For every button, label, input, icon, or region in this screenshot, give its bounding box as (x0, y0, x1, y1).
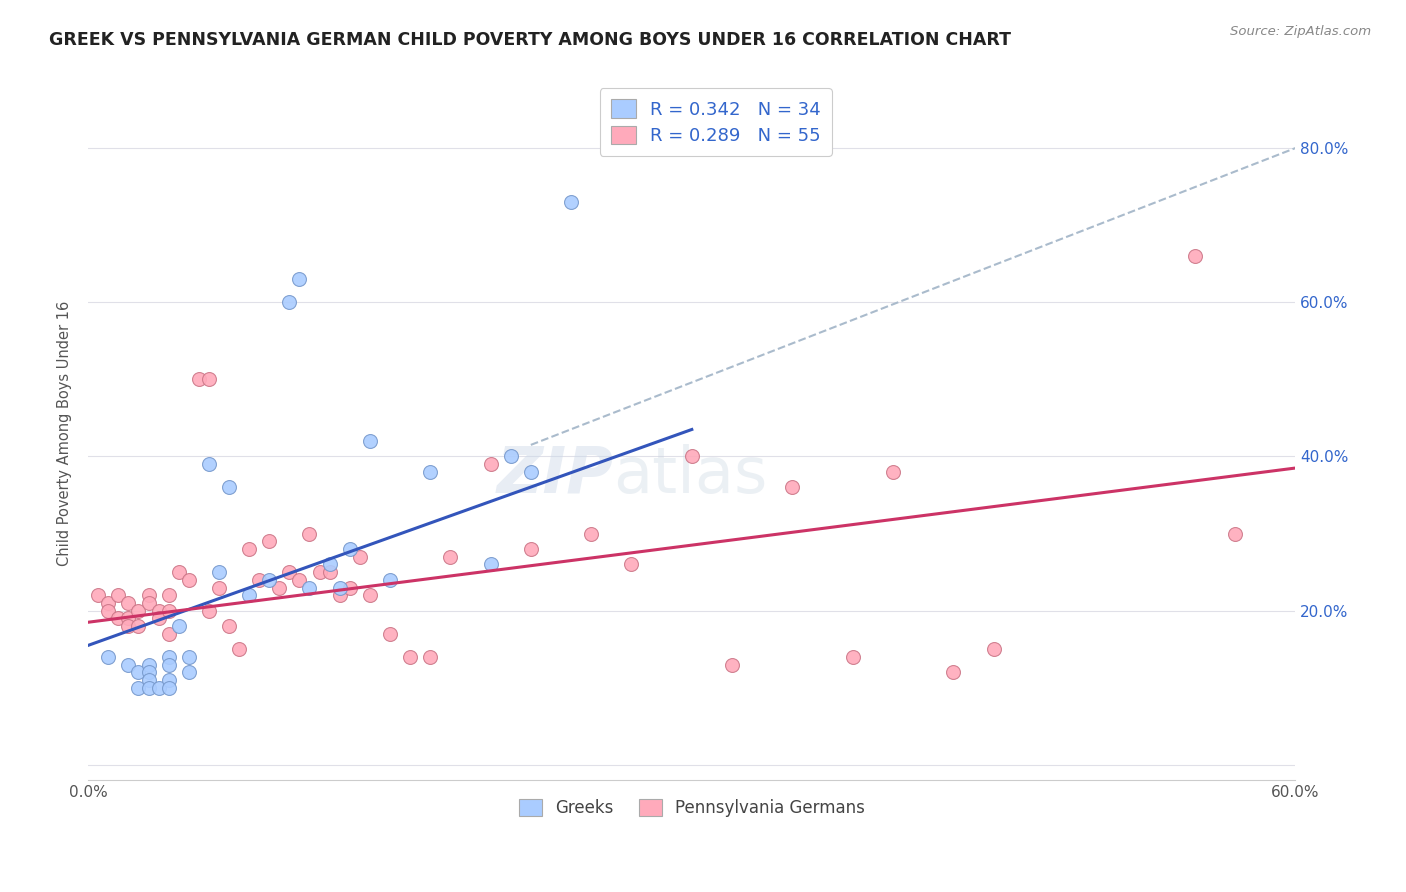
Point (257, 573, 280, 587)
Point (479, 558, 502, 572)
Point (157, 649, 180, 664)
Point (288, 573, 311, 587)
Point (157, 673, 180, 687)
Point (560, 194, 582, 209)
Text: atlas: atlas (613, 444, 768, 506)
Point (138, 657, 160, 672)
Point (399, 649, 422, 664)
Legend: Greeks, Pennsylvania Germans: Greeks, Pennsylvania Germans (512, 792, 872, 824)
Point (97, 596, 120, 610)
Point (228, 642, 250, 657)
Point (138, 681, 160, 695)
Point (520, 541, 543, 556)
Point (359, 588, 381, 602)
Point (329, 588, 352, 602)
Point (157, 657, 180, 672)
Text: ZIP: ZIP (496, 444, 613, 506)
Y-axis label: Child Poverty Among Boys Under 16: Child Poverty Among Boys Under 16 (58, 301, 72, 566)
Point (721, 657, 744, 672)
Point (177, 665, 200, 680)
Point (97, 604, 120, 618)
Point (419, 649, 441, 664)
Point (208, 565, 231, 579)
Point (782, 480, 804, 494)
Text: Source: ZipAtlas.com: Source: ZipAtlas.com (1230, 25, 1371, 38)
Point (148, 681, 170, 695)
Point (378, 627, 401, 641)
Point (218, 619, 240, 633)
Point (329, 581, 352, 595)
Point (117, 596, 139, 610)
Point (942, 665, 965, 680)
Point (198, 457, 221, 471)
Point (177, 649, 200, 664)
Point (138, 665, 160, 680)
Point (238, 541, 260, 556)
Point (187, 372, 209, 386)
Point (138, 596, 160, 610)
Point (157, 588, 180, 602)
Point (359, 434, 381, 448)
Point (97, 649, 120, 664)
Point (148, 611, 170, 625)
Point (349, 549, 371, 564)
Point (117, 657, 139, 672)
Point (288, 272, 311, 286)
Point (257, 534, 280, 549)
Point (167, 619, 190, 633)
Point (247, 573, 270, 587)
Point (208, 581, 231, 595)
Point (318, 565, 340, 579)
Point (339, 581, 361, 595)
Point (298, 581, 321, 595)
Point (127, 619, 149, 633)
Point (882, 465, 904, 479)
Point (620, 558, 643, 572)
Point (127, 681, 149, 695)
Point (157, 627, 180, 641)
Point (479, 457, 502, 471)
Point (681, 450, 703, 464)
Point (378, 573, 401, 587)
Point (419, 465, 441, 479)
Point (198, 604, 221, 618)
Point (339, 541, 361, 556)
Point (117, 611, 139, 625)
Point (579, 526, 602, 541)
Point (117, 619, 139, 633)
Point (278, 295, 301, 310)
Point (157, 604, 180, 618)
Point (87, 588, 110, 602)
Text: GREEK VS PENNSYLVANIA GERMAN CHILD POVERTY AMONG BOYS UNDER 16 CORRELATION CHART: GREEK VS PENNSYLVANIA GERMAN CHILD POVER… (49, 31, 1011, 49)
Point (167, 565, 190, 579)
Point (439, 549, 461, 564)
Point (842, 649, 865, 664)
Point (198, 372, 221, 386)
Point (308, 565, 330, 579)
Point (1223, 526, 1246, 541)
Point (298, 526, 321, 541)
Point (107, 611, 129, 625)
Point (138, 588, 160, 602)
Point (318, 558, 340, 572)
Point (1184, 249, 1206, 263)
Point (148, 604, 170, 618)
Point (983, 642, 1005, 657)
Point (107, 588, 129, 602)
Point (238, 588, 260, 602)
Point (127, 604, 149, 618)
Point (520, 465, 543, 479)
Point (278, 565, 301, 579)
Point (269, 581, 291, 595)
Point (138, 673, 160, 687)
Point (157, 681, 180, 695)
Point (499, 450, 522, 464)
Point (127, 665, 149, 680)
Point (218, 480, 240, 494)
Point (177, 573, 200, 587)
